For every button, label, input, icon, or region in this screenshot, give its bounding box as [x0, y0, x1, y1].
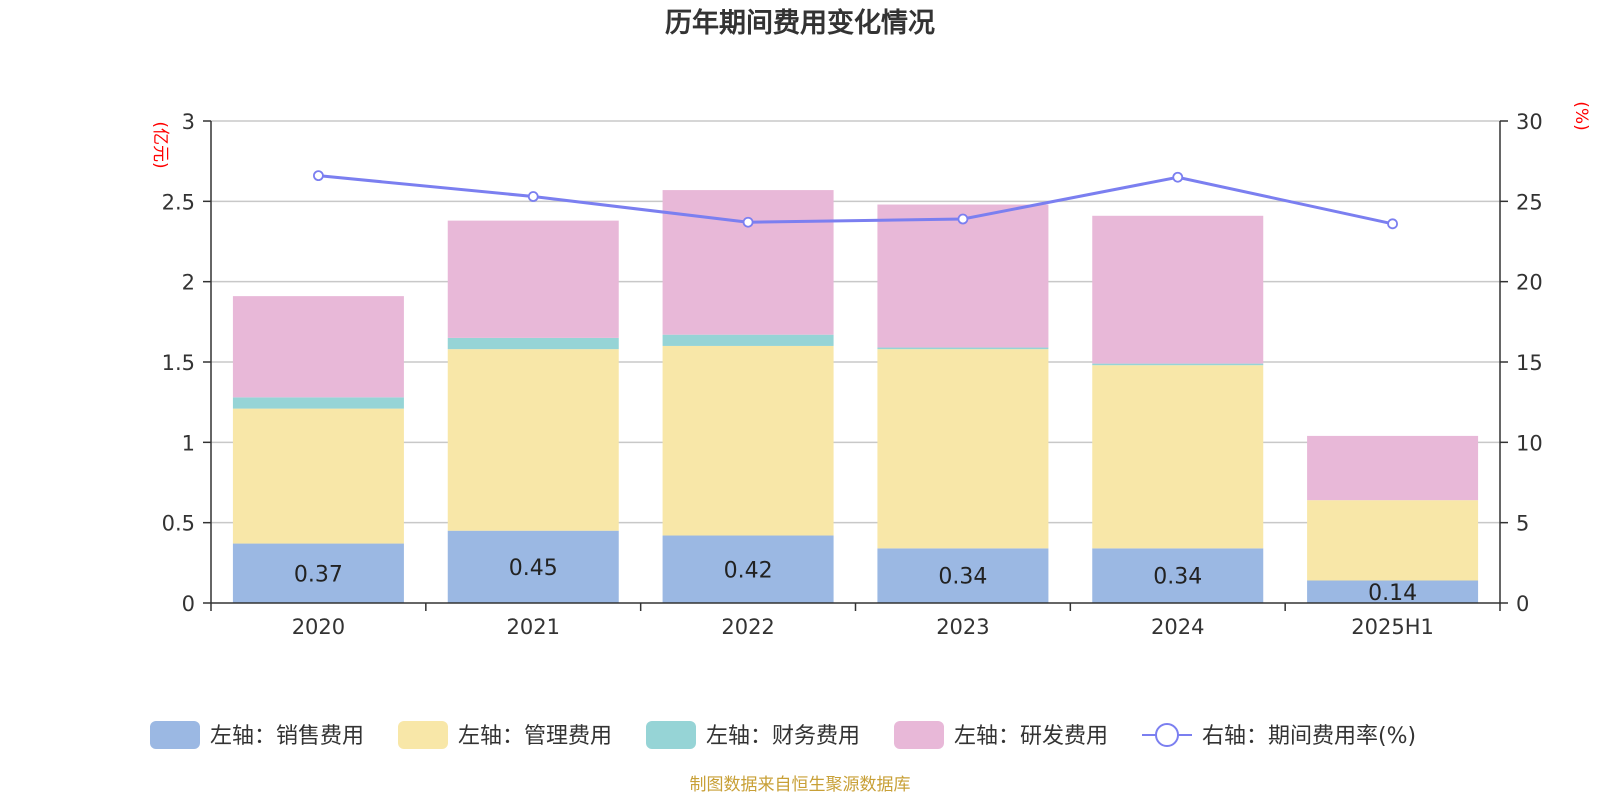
right-axis-tick-label: 15	[1516, 351, 1543, 375]
legend-swatch	[894, 721, 944, 749]
right-axis-unit: (%)	[1571, 101, 1591, 130]
right-axis-tick-label: 5	[1516, 512, 1529, 536]
bar-value-label: 0.34	[938, 565, 987, 590]
legend-swatch	[150, 721, 200, 749]
legend-marker	[1155, 723, 1179, 747]
bar-segment	[1092, 363, 1264, 366]
bar-segment	[232, 397, 404, 409]
chart-title: 历年期间费用变化情况	[665, 7, 935, 39]
right-axis-tick-label: 10	[1516, 431, 1543, 455]
legend-swatch	[398, 721, 448, 749]
left-axis-tick-label: 1.5	[162, 351, 195, 375]
legend-item[interactable]: 左轴：财务费用	[646, 721, 860, 749]
rate-point	[1172, 171, 1184, 183]
right-axis-tick-label: 0	[1516, 592, 1529, 616]
legend-label: 左轴：研发费用	[954, 724, 1108, 749]
bar-value-label: 0.37	[294, 562, 343, 587]
bar-segment	[232, 408, 404, 544]
legend-label: 右轴：期间费用率(%)	[1202, 724, 1416, 749]
bar-value-label: 0.34	[1153, 565, 1202, 590]
legend-item[interactable]: 左轴：管理费用	[398, 721, 612, 749]
legend: 左轴：销售费用 左轴：管理费用 左轴：财务费用 左轴：研发费用 右轴：期间费用率(%)	[150, 721, 1416, 749]
rate-point	[1387, 218, 1398, 230]
bar-segment	[1307, 435, 1479, 501]
grid-lines	[211, 120, 1500, 524]
bar-segment	[877, 548, 1049, 603]
x-axis-tick-label: 2021	[507, 615, 560, 639]
x-axis-tick-label: 2020	[292, 615, 345, 639]
bars	[232, 190, 1479, 603]
right-axis-tick-label: 30	[1516, 110, 1543, 134]
bar-labels: 0.37 0.45 0.42 0.34 0.34 0.14	[294, 556, 1417, 606]
x-axis-tick-label: 2025H1	[1351, 615, 1434, 639]
right-axis-tick-label: 25	[1516, 190, 1543, 214]
source-note: 制图数据来自恒生聚源数据库	[690, 775, 911, 795]
rate-point	[313, 170, 324, 182]
left-axis-tick-label: 3	[182, 110, 195, 134]
bar-segment	[877, 349, 1049, 549]
bar-value-label: 0.45	[509, 556, 558, 581]
bar-segment	[1092, 215, 1264, 364]
bar-value-label: 0.14	[1368, 581, 1417, 606]
legend-label: 左轴：管理费用	[458, 724, 612, 749]
rate-point	[742, 216, 754, 228]
bar-segment	[1092, 365, 1264, 549]
bar-segment	[1307, 580, 1479, 603]
x-axis-tick-label: 2024	[1151, 615, 1204, 639]
bar-segment	[447, 220, 619, 338]
bar-segment	[447, 530, 619, 603]
legend-label: 左轴：销售费用	[210, 724, 364, 749]
axes: 0 0 0.5 5 1 10 1.5 15 2 20 2.5 25 3 30 2020 2021 2022 202…	[162, 110, 1543, 639]
bar-segment	[877, 204, 1049, 348]
rate-point	[957, 213, 969, 225]
bar-segment	[662, 345, 834, 536]
bar-segment	[662, 535, 834, 603]
bar-segment	[877, 347, 1049, 350]
left-axis-tick-label: 0.5	[162, 512, 195, 536]
left-axis-unit: (亿元)	[150, 121, 170, 168]
bar-segment	[232, 543, 404, 603]
bar-segment	[447, 337, 619, 350]
bar-segment	[662, 334, 834, 346]
bar-value-label: 0.42	[724, 558, 773, 583]
x-axis-tick-label: 2023	[936, 615, 989, 639]
legend-label: 左轴：财务费用	[706, 724, 860, 749]
x-axis-tick-label: 2022	[721, 615, 774, 639]
bar-segment	[1307, 500, 1479, 581]
legend-item[interactable]: 右轴：期间费用率(%)	[1142, 723, 1416, 749]
left-axis-tick-label: 2	[182, 271, 195, 295]
bar-segment	[447, 349, 619, 531]
right-axis-tick-label: 20	[1516, 271, 1543, 295]
left-axis-tick-label: 0	[182, 592, 195, 616]
rate-line	[318, 174, 1393, 226]
rate-point	[527, 191, 539, 202]
legend-swatch	[646, 721, 696, 749]
left-axis-tick-label: 1	[182, 431, 195, 455]
bar-segment	[232, 296, 404, 398]
legend-item[interactable]: 左轴：研发费用	[894, 721, 1108, 749]
bar-segment	[1092, 548, 1264, 603]
bar-segment	[662, 190, 834, 335]
line-series	[313, 170, 1398, 230]
left-axis-tick-label: 2.5	[162, 190, 195, 214]
legend-item[interactable]: 左轴：销售费用	[150, 721, 364, 749]
